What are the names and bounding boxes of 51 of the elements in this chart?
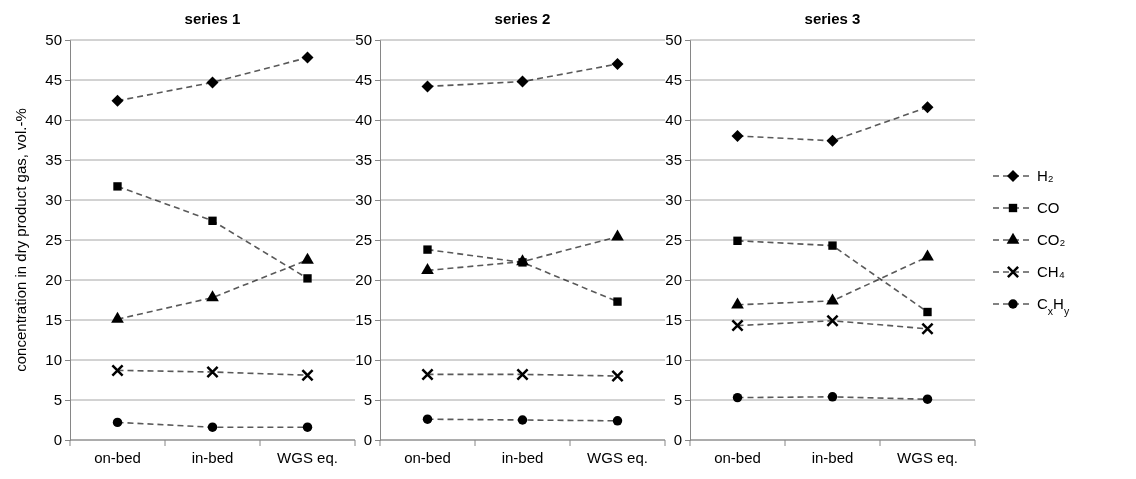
y-tick-label: 0 (673, 431, 682, 449)
y-tick-label: 20 (45, 271, 62, 289)
y-axis-title: concentration in dry product gas, vol.-% (12, 108, 29, 372)
x-tick-label: on-bed (94, 449, 141, 466)
y-tick-label: 5 (53, 391, 62, 409)
y-tick-label: 20 (355, 271, 372, 289)
chart-title: series 2 (494, 10, 551, 27)
x-tick-label: WGS eq. (277, 449, 338, 466)
y-tick-label: 15 (355, 311, 372, 329)
y-tick-label: 25 (355, 231, 372, 249)
y-tick-label: 40 (45, 111, 62, 129)
y-tick-label: 45 (665, 71, 682, 89)
y-tick-label: 20 (665, 271, 682, 289)
legend-label: CO (1037, 199, 1060, 216)
legend-label: C$_{x}$H$_{y}$ (1037, 295, 1070, 317)
y-tick-label: 30 (45, 191, 62, 209)
y-tick-label: 25 (45, 231, 62, 249)
y-tick-label: 10 (45, 351, 62, 369)
y-tick-label: 35 (665, 151, 682, 169)
x-tick-label: on-bed (404, 449, 451, 466)
y-tick-label: 5 (363, 391, 372, 409)
y-tick-label: 0 (363, 431, 372, 449)
legend-label: CO₂ (1037, 231, 1066, 248)
x-tick-label: on-bed (714, 449, 761, 466)
y-tick-label: 50 (355, 31, 372, 49)
x-tick-label: WGS eq. (587, 449, 648, 466)
y-tick-label: 0 (53, 431, 62, 449)
y-tick-label: 40 (665, 111, 682, 129)
y-tick-label: 50 (45, 31, 62, 49)
y-tick-label: 50 (665, 31, 682, 49)
y-tick-label: 15 (45, 311, 62, 329)
x-tick-label: in-bed (501, 449, 544, 466)
y-tick-label: 5 (673, 391, 682, 409)
y-tick-label: 30 (355, 191, 372, 209)
y-tick-label: 35 (45, 151, 62, 169)
y-tick-label: 35 (355, 151, 372, 169)
y-tick-label: 10 (665, 351, 682, 369)
x-tick-label: in-bed (191, 449, 234, 466)
legend-label: CH₄ (1037, 263, 1065, 280)
y-tick-label: 45 (45, 71, 62, 89)
chart-title: series 3 (804, 10, 861, 27)
y-tick-label: 15 (665, 311, 682, 329)
x-tick-label: WGS eq. (897, 449, 958, 466)
x-tick-label: in-bed (811, 449, 854, 466)
chart-title: series 1 (184, 10, 241, 27)
y-tick-label: 10 (355, 351, 372, 369)
y-tick-label: 45 (355, 71, 372, 89)
y-tick-label: 40 (355, 111, 372, 129)
y-tick-label: 25 (665, 231, 682, 249)
y-tick-label: 30 (665, 191, 682, 209)
legend-label: H₂ (1037, 167, 1054, 184)
